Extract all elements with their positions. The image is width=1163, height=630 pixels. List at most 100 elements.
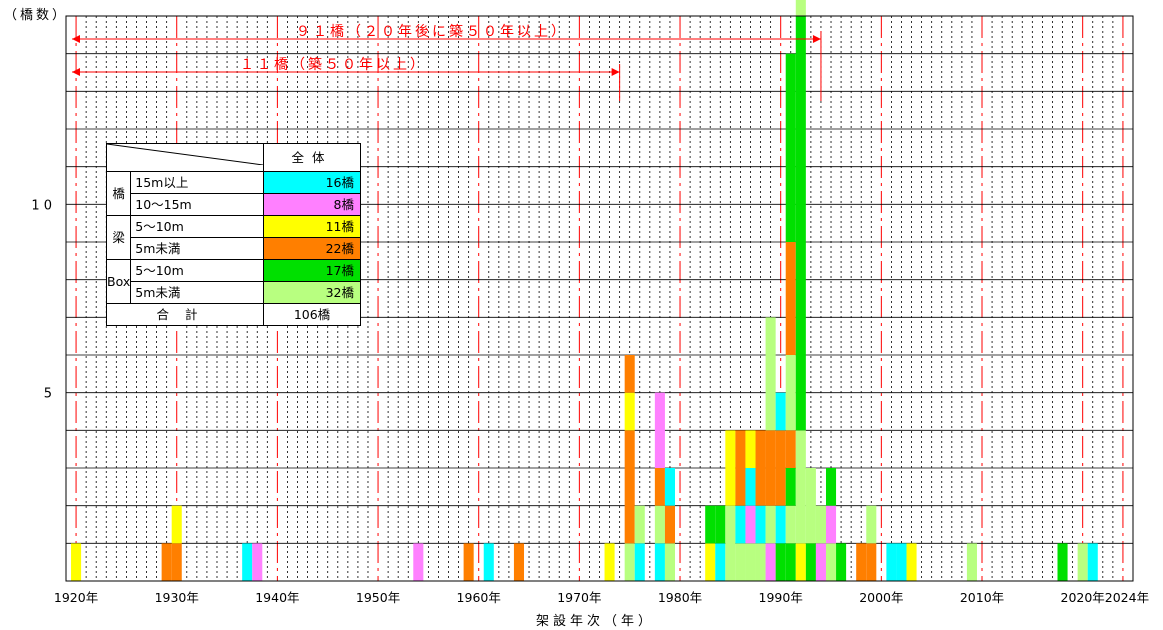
legend-table: 全体 橋 15m以上 16橋 10～15m 8橋 梁 5～10m 11橋 5m未…	[105, 143, 361, 326]
bar-segment	[715, 505, 726, 544]
bar-segment	[825, 505, 837, 544]
bar-segment	[161, 543, 172, 581]
bar-segment	[795, 543, 806, 581]
legend-row-count: 22橋	[263, 237, 361, 260]
bar-segment	[906, 543, 917, 581]
bar-segment	[866, 505, 877, 544]
bar-segment	[785, 53, 796, 242]
y-tick-label: 1 0	[31, 198, 52, 213]
bar-segment	[252, 543, 263, 581]
bar-segment	[654, 505, 665, 544]
bar-segment	[664, 543, 675, 581]
bar-segment	[745, 505, 756, 544]
x-tick-label: 1990年	[759, 590, 803, 605]
range-arrow-right-icon	[611, 68, 620, 76]
bar-segment	[1077, 543, 1088, 581]
bar-segment	[735, 543, 746, 581]
bar-segment	[1087, 543, 1098, 581]
legend-total-label: 合計	[106, 303, 264, 326]
bar-segment	[785, 242, 796, 355]
x-tick-label: 2020年	[1061, 590, 1105, 605]
legend-diagonal-cell	[106, 143, 264, 172]
bar-segment	[483, 543, 494, 581]
x-tick-label: 1970年	[557, 590, 601, 605]
bar-segment	[715, 543, 726, 581]
bar-segment	[725, 505, 736, 581]
bar-segment	[654, 392, 665, 468]
legend-header: 全体	[263, 143, 361, 172]
bar-segment	[805, 468, 816, 544]
bar-segment	[795, 430, 806, 544]
y-axis-label: （橋数）	[4, 8, 69, 23]
bar-segment	[755, 505, 766, 544]
legend-group-bridge-top: 橋	[105, 171, 132, 216]
bar-segment	[805, 543, 816, 581]
x-tick-label: 2010年	[960, 590, 1004, 605]
bar-segment	[705, 505, 716, 544]
legend-row-label: 10～15m	[130, 193, 264, 216]
bar-segment	[725, 430, 736, 506]
bar-segment	[755, 543, 766, 581]
bar-segment	[765, 505, 776, 544]
x-tick-label: 1920年	[54, 590, 98, 605]
bar-segment	[856, 543, 867, 581]
x-tick-label: 1940年	[255, 590, 299, 605]
bar-segment	[765, 430, 776, 506]
plot-frame	[65, 15, 1134, 582]
bar-segment	[71, 543, 82, 581]
bar-segment	[836, 543, 847, 581]
range-arrow-right-icon	[812, 35, 821, 43]
bar-segment	[866, 543, 877, 581]
bar-segment	[825, 468, 837, 506]
bar-segment	[654, 543, 665, 581]
x-tick-label: 1950年	[356, 590, 400, 605]
legend-row-count: 8橋	[263, 193, 361, 216]
bar-segment	[1057, 543, 1068, 581]
bar-segment	[765, 543, 776, 581]
bar-segment	[624, 392, 635, 431]
legend-row-count: 16橋	[263, 171, 361, 194]
bar-segment	[775, 392, 786, 431]
bar-segment	[896, 543, 907, 581]
range-arrow-left-icon	[72, 35, 80, 43]
bar-segment	[654, 468, 665, 506]
bar-segment	[624, 430, 635, 544]
bar-segment	[785, 543, 796, 581]
bar-segment	[795, 0, 806, 17]
bar-segment	[664, 468, 675, 506]
legend-group-bridge-bottom: 梁	[105, 215, 132, 260]
bar-segment	[634, 543, 645, 581]
legend-row-label: 5m未満	[130, 281, 264, 304]
x-tick-label: 2024年	[1105, 590, 1149, 605]
bar-segment	[513, 543, 525, 581]
bar-segment	[413, 543, 424, 581]
legend-row-count: 17橋	[263, 259, 361, 282]
bar-segment	[664, 505, 675, 544]
x-tick-label: 2000年	[859, 590, 903, 605]
bar-segment	[785, 468, 796, 506]
bar-segment	[755, 430, 766, 506]
bar-segment	[735, 505, 746, 544]
range-annotation: １１橋（築５０年以上）	[240, 57, 427, 73]
legend-total-value: 106橋	[263, 303, 361, 326]
bar-segment	[785, 505, 796, 544]
bar-segment	[886, 543, 897, 581]
range-annotation: ９１橋（２０年後に築５０年以上）	[296, 24, 568, 40]
bar-segment	[624, 355, 635, 393]
bar-segment	[765, 317, 776, 431]
bar-segment	[775, 430, 786, 506]
x-tick-label: 1980年	[658, 590, 702, 605]
bar-segment	[705, 543, 716, 581]
bar-segment	[825, 543, 837, 581]
bar-segment	[815, 543, 826, 581]
bar-segment	[745, 430, 756, 468]
bar-segment	[785, 355, 796, 431]
bar-segment	[735, 430, 746, 506]
legend-row-count: 11橋	[263, 215, 361, 238]
legend-row-label: 5m未満	[130, 237, 264, 260]
bar-segment	[634, 505, 645, 544]
bar-segment	[745, 543, 756, 581]
bar-segment	[795, 16, 806, 431]
bar-segment	[785, 430, 796, 468]
